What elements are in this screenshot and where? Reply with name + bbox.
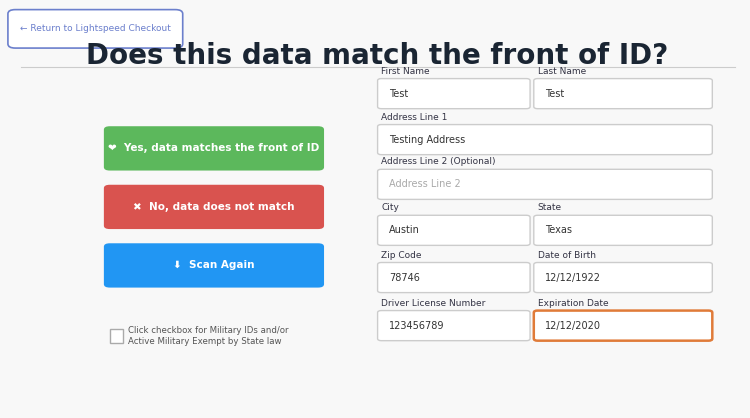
- Text: Address Line 1: Address Line 1: [381, 112, 448, 122]
- Text: Address Line 2: Address Line 2: [388, 179, 460, 189]
- Text: Testing Address: Testing Address: [388, 135, 465, 145]
- FancyBboxPatch shape: [377, 215, 530, 245]
- FancyBboxPatch shape: [104, 243, 324, 288]
- Text: Austin: Austin: [388, 225, 420, 235]
- Text: Click checkbox for Military IDs and/or
Active Military Exempt by State law: Click checkbox for Military IDs and/or A…: [128, 326, 289, 346]
- Text: Date of Birth: Date of Birth: [538, 250, 596, 260]
- Text: ✖  No, data does not match: ✖ No, data does not match: [134, 202, 295, 212]
- Text: Expiration Date: Expiration Date: [538, 298, 608, 308]
- FancyBboxPatch shape: [534, 263, 712, 293]
- Text: Last Name: Last Name: [538, 66, 586, 76]
- FancyBboxPatch shape: [377, 311, 530, 341]
- Text: Zip Code: Zip Code: [381, 250, 422, 260]
- Text: City: City: [381, 203, 399, 212]
- Text: State: State: [538, 203, 562, 212]
- Text: Test: Test: [545, 89, 564, 99]
- FancyBboxPatch shape: [104, 185, 324, 229]
- FancyBboxPatch shape: [534, 79, 712, 109]
- Text: Test: Test: [388, 89, 408, 99]
- FancyBboxPatch shape: [534, 215, 712, 245]
- Text: Texas: Texas: [545, 225, 572, 235]
- Text: ⬇  Scan Again: ⬇ Scan Again: [173, 260, 255, 270]
- Text: 12/12/1922: 12/12/1922: [545, 273, 601, 283]
- FancyBboxPatch shape: [104, 126, 324, 171]
- Text: 78746: 78746: [388, 273, 420, 283]
- FancyBboxPatch shape: [377, 169, 712, 199]
- Text: First Name: First Name: [381, 66, 430, 76]
- Text: Driver License Number: Driver License Number: [381, 298, 486, 308]
- Bar: [110, 329, 123, 343]
- Text: ❤  Yes, data matches the front of ID: ❤ Yes, data matches the front of ID: [108, 143, 320, 153]
- Text: 123456789: 123456789: [388, 321, 444, 331]
- FancyBboxPatch shape: [377, 263, 530, 293]
- FancyBboxPatch shape: [377, 79, 530, 109]
- Text: Address Line 2 (Optional): Address Line 2 (Optional): [381, 157, 496, 166]
- FancyBboxPatch shape: [377, 125, 712, 155]
- FancyBboxPatch shape: [534, 311, 712, 341]
- Text: ← Return to Lightspeed Checkout: ← Return to Lightspeed Checkout: [20, 24, 170, 33]
- FancyBboxPatch shape: [8, 10, 183, 48]
- Text: Does this data match the front of ID?: Does this data match the front of ID?: [86, 43, 669, 70]
- Text: 12/12/2020: 12/12/2020: [545, 321, 601, 331]
